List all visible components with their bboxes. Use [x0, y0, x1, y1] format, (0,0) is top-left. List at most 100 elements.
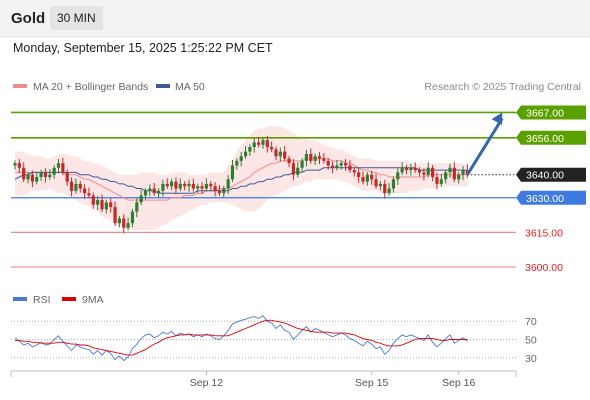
- candle-body: [26, 174, 30, 180]
- timeframe-selector[interactable]: 30 MIN: [50, 6, 103, 30]
- candle-body: [196, 186, 200, 189]
- candle-body: [374, 179, 378, 187]
- candle-body: [265, 140, 269, 148]
- candle-body: [274, 149, 278, 157]
- candle-body: [117, 218, 121, 224]
- candle-body: [143, 190, 148, 196]
- candle: [448, 163, 452, 178]
- candle: [444, 169, 448, 184]
- candle: [187, 179, 191, 192]
- candle-body: [365, 174, 369, 182]
- price-levels: [11, 111, 516, 268]
- datetime-label: Monday, September 15, 2025 1:25:22 PM CE…: [13, 41, 273, 55]
- candle-body: [422, 172, 426, 175]
- candle-body: [61, 163, 65, 173]
- candle: [417, 167, 422, 177]
- candle: [283, 146, 287, 162]
- candle: [404, 165, 409, 175]
- level-tag-3667.00: [516, 105, 586, 120]
- candle-body: [439, 179, 443, 184]
- candle-body: [91, 195, 95, 205]
- candle: [300, 158, 304, 172]
- candle-body: [248, 147, 252, 152]
- candle-body: [139, 195, 143, 203]
- moving-averages: [14, 158, 468, 201]
- candle: [313, 153, 317, 166]
- candle-body: [357, 172, 361, 178]
- ma20-line: [15, 158, 468, 201]
- candle: [91, 192, 95, 209]
- candle: [261, 137, 265, 149]
- candle: [439, 173, 443, 187]
- level-label-3615.00: 3615.00: [525, 227, 563, 239]
- x-tick-label: Sep 16: [442, 377, 475, 389]
- candle-body: [109, 202, 113, 207]
- candle: [139, 189, 143, 206]
- candle-body: [43, 172, 48, 178]
- candle: [435, 172, 439, 190]
- candle-body: [235, 160, 239, 166]
- candle-body: [296, 167, 300, 175]
- candle-body: [370, 174, 374, 180]
- candle: [335, 159, 339, 171]
- candle-body: [313, 156, 317, 161]
- candle: [213, 182, 217, 197]
- level-label-3656.00: 3656.00: [526, 133, 564, 145]
- header-bar: Gold 30 MIN: [0, 0, 590, 37]
- x-axis: Sep 12 Sep 15 Sep 16: [10, 370, 517, 389]
- candle: [383, 179, 387, 199]
- candle-body: [287, 158, 291, 164]
- rsi-line: [14, 315, 468, 362]
- bollinger-bands: [15, 126, 468, 230]
- rsi-gridlines: [11, 320, 516, 359]
- candle-body: [444, 172, 448, 180]
- legend-label-rsi-ma: 9MA: [82, 294, 104, 306]
- candle: [69, 177, 74, 197]
- candle-body: [417, 170, 422, 173]
- candle: [396, 168, 400, 185]
- candle: [96, 195, 100, 211]
- x-tick-label: Sep 15: [355, 377, 388, 389]
- candle: [309, 148, 313, 164]
- candle: [296, 162, 300, 178]
- candle: [126, 217, 130, 231]
- candle-body: [344, 163, 348, 166]
- candle-body: [348, 165, 352, 171]
- rsi-y-ticks: 70 50 30: [525, 316, 537, 365]
- candle: [35, 171, 39, 185]
- candle-body: [404, 167, 409, 171]
- candle: [148, 184, 152, 197]
- candle-body: [39, 172, 43, 178]
- candle: [230, 159, 235, 183]
- candle-body: [170, 181, 174, 187]
- candle: [235, 158, 239, 170]
- candle-body: [335, 165, 339, 168]
- forecast-arrow-shaft: [466, 117, 504, 176]
- level-label-3600.00: 3600.00: [525, 262, 563, 274]
- candle: [348, 159, 352, 173]
- candle-body: [35, 177, 39, 182]
- candle-body: [30, 174, 34, 182]
- candle-body: [174, 181, 178, 189]
- candle-body: [457, 174, 461, 180]
- candle-body: [309, 153, 313, 161]
- candle: [78, 181, 82, 193]
- candle-body: [383, 183, 387, 194]
- candle-body: [222, 188, 226, 194]
- ma50-line: [14, 167, 468, 194]
- candle: [291, 159, 295, 181]
- candle: [161, 179, 165, 197]
- candle: [239, 152, 243, 167]
- candle: [22, 162, 26, 183]
- candle-body: [200, 186, 204, 189]
- candle-body: [230, 165, 235, 180]
- candle: [400, 162, 404, 176]
- candle: [39, 169, 43, 182]
- candle: [431, 165, 435, 182]
- candle-body: [161, 183, 165, 191]
- instrument-title: Gold: [11, 10, 46, 27]
- candle: [426, 162, 430, 178]
- candle: [370, 170, 374, 185]
- candle-body: [48, 174, 52, 178]
